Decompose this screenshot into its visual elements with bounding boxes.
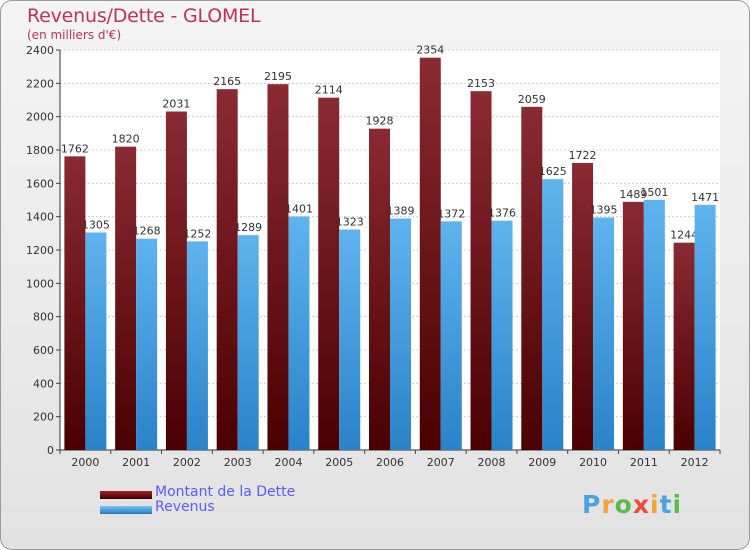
- bar-value-label: 1928: [366, 115, 394, 128]
- y-tick-label: 800: [33, 311, 54, 324]
- y-tick-label: 2000: [26, 111, 54, 124]
- bar-value-label: 1372: [437, 207, 465, 220]
- bar-value-label: 1722: [569, 149, 597, 162]
- bar-revenus: [491, 220, 513, 450]
- bar-value-label: 1471: [691, 191, 719, 204]
- legend-swatch-revenus: [100, 506, 152, 514]
- x-tick-label: 2001: [122, 456, 150, 469]
- bar-value-label: 2059: [518, 93, 546, 106]
- chart-title: Revenus/Dette - GLOMEL: [27, 5, 261, 27]
- bar-value-label: 1820: [112, 133, 140, 146]
- bar-dette: [622, 201, 644, 450]
- x-tick-label: 2009: [528, 456, 556, 469]
- bar-revenus: [237, 235, 259, 450]
- bar-value-label: 1376: [488, 207, 516, 220]
- logo-letter: o: [614, 490, 633, 519]
- bar-revenus: [440, 221, 462, 450]
- bar-dette: [369, 128, 390, 450]
- bar-dette: [115, 146, 137, 450]
- bar-value-label: 1244: [670, 229, 698, 242]
- x-tick-label: 2010: [579, 456, 607, 469]
- x-tick-label: 2003: [224, 456, 252, 469]
- y-tick-label: 400: [33, 377, 54, 390]
- bar-dette: [64, 156, 86, 451]
- y-tick-label: 0: [47, 444, 54, 457]
- bar-revenus: [542, 179, 564, 450]
- bar-revenus: [136, 238, 158, 450]
- y-tick-label: 1000: [26, 277, 54, 290]
- bar-dette: [521, 106, 543, 450]
- y-tick-label: 1800: [26, 144, 54, 157]
- bar-value-label: 2031: [162, 98, 190, 111]
- y-tick-label: 600: [33, 344, 54, 357]
- bar-revenus: [593, 217, 615, 450]
- x-tick-label: 2012: [681, 456, 709, 469]
- bar-revenus: [288, 216, 310, 450]
- bar-dette: [470, 91, 492, 451]
- bar-dette: [673, 242, 695, 450]
- bar-value-label: 1389: [387, 205, 415, 218]
- bar-revenus: [186, 241, 208, 450]
- bar-revenus: [390, 218, 411, 450]
- bar-value-label: 1252: [183, 227, 211, 240]
- bar-dette: [165, 111, 187, 450]
- bar-dette: [318, 97, 340, 451]
- x-tick-label: 2006: [376, 456, 404, 469]
- bar-value-label: 2195: [264, 70, 292, 83]
- x-tick-label: 2005: [325, 456, 353, 469]
- y-tick-label: 1400: [26, 211, 54, 224]
- x-tick-label: 2007: [427, 456, 455, 469]
- bar-revenus: [643, 199, 665, 450]
- legend-swatch-dette: [100, 491, 152, 499]
- y-tick-label: 2400: [26, 44, 54, 57]
- bar-revenus: [85, 232, 107, 450]
- bar-value-label: 1289: [234, 221, 262, 234]
- bar-dette: [419, 57, 441, 451]
- legend-label-dette: Montant de la Dette: [155, 484, 296, 500]
- bar-dette: [572, 163, 594, 450]
- bar-value-label: 1625: [539, 165, 567, 178]
- bar-value-label: 2153: [467, 77, 495, 90]
- bar-dette: [216, 89, 238, 451]
- logo-letter: x: [632, 490, 650, 519]
- bar-revenus: [694, 204, 716, 450]
- logo-letter: i: [672, 490, 683, 519]
- bar-revenus: [339, 229, 361, 450]
- bar-value-label: 2354: [416, 44, 444, 57]
- y-tick-label: 1200: [26, 244, 54, 257]
- logo-letter: i: [650, 490, 660, 519]
- bar-value-label: 1489: [619, 188, 647, 201]
- bar-value-label: 2114: [315, 84, 343, 97]
- logo-letter: t: [659, 490, 673, 519]
- bar-value-label: 1395: [590, 204, 618, 217]
- legend-label-revenus: Revenus: [155, 499, 215, 515]
- bar-value-label: 1401: [285, 203, 313, 216]
- chart-subtitle: (en milliers d'€): [27, 28, 122, 42]
- logo-letter: P: [582, 490, 602, 519]
- bar-value-label: 1501: [640, 186, 668, 199]
- bar-value-label: 2165: [213, 75, 241, 88]
- bar-value-label: 1268: [133, 225, 161, 238]
- logo-letter: r: [601, 490, 615, 519]
- y-tick-label: 200: [33, 411, 54, 424]
- proxiti-logo: Proxiti: [582, 490, 682, 519]
- x-tick-label: 2000: [71, 456, 99, 469]
- x-tick-label: 2008: [478, 456, 506, 469]
- bar-dette: [267, 84, 289, 451]
- bar-value-label: 1762: [61, 142, 89, 155]
- x-tick-label: 2002: [173, 456, 201, 469]
- x-tick-label: 2004: [274, 456, 302, 469]
- bar-value-label: 1305: [82, 219, 110, 232]
- bar-value-label: 1323: [336, 216, 364, 229]
- x-tick-label: 2011: [630, 456, 658, 469]
- y-tick-label: 1600: [26, 177, 54, 190]
- y-tick-label: 2200: [26, 77, 54, 90]
